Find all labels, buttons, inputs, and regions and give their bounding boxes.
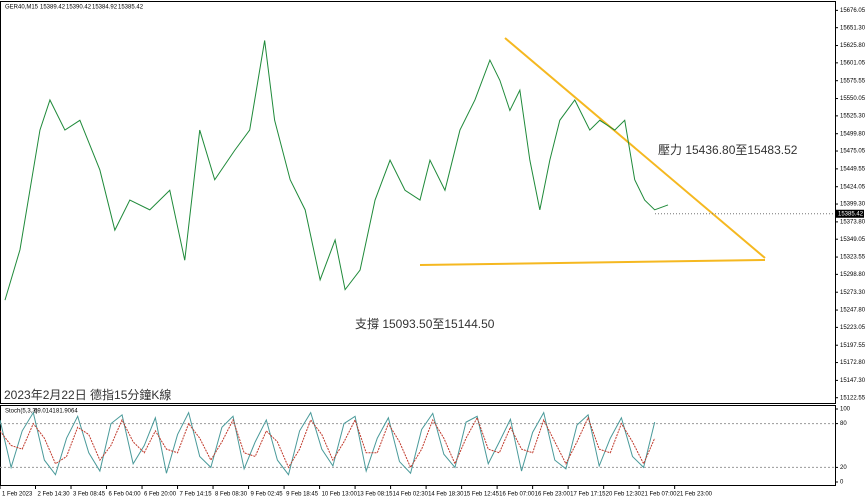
- x-tick-label: 16 Feb 07:00: [499, 492, 535, 498]
- x-tick-label: 3 Feb 08:45: [73, 492, 106, 498]
- ohlc-value: 15385.42: [118, 5, 144, 11]
- y-tick-label: 15323.55: [840, 255, 865, 261]
- ohlc-value: 15389.42: [40, 5, 66, 11]
- y-tick-label: 20: [840, 465, 847, 471]
- x-tick-label: 1 Feb 2023: [2, 492, 33, 498]
- x-tick-label: 20 Feb 12:30: [606, 492, 642, 498]
- indicator: Stoch(5,3,3): [5, 409, 38, 415]
- price-tag: [836, 209, 864, 218]
- y-tick-label: 15525.30: [840, 113, 865, 119]
- y-tick-label: 15399.30: [840, 202, 865, 208]
- stoch-pane: [0, 405, 836, 486]
- x-tick-label: 13 Feb 08:15: [357, 492, 393, 498]
- x-tick-label: 6 Feb 04:00: [109, 492, 142, 498]
- main-pane: [0, 1, 836, 404]
- y-tick-label: 15172.80: [840, 360, 865, 366]
- y-tick-label: 15349.05: [840, 237, 865, 243]
- y-tick-label: 100: [840, 407, 851, 413]
- y-tick-label: 15247.80: [840, 308, 865, 314]
- y-tick-label: 15197.55: [840, 343, 865, 349]
- stoch-reading: 81.9064: [56, 409, 78, 415]
- x-tick-label: 2 Feb 14:30: [38, 492, 71, 498]
- series-line: [0, 416, 656, 469]
- x-tick-label: 9 Feb 18:45: [286, 492, 319, 498]
- x-tick-label: 6 Feb 20:00: [144, 492, 177, 498]
- y-tick-label: 80: [840, 421, 847, 427]
- x-tick-label: 21 Feb 23:00: [677, 492, 713, 498]
- annotation: 壓力 15436.80至15483.52: [658, 143, 798, 157]
- ohlc-value: 15390.42: [66, 5, 92, 11]
- y-tick-label: 15147.30: [840, 378, 865, 384]
- y-tick-label: 15676.05: [840, 8, 865, 14]
- support-line: [419, 259, 766, 266]
- y-tick-label: 15651.30: [840, 25, 865, 31]
- y-tick-label: 15625.80: [840, 43, 865, 49]
- stoch-reading: 69.0141: [34, 409, 56, 415]
- y-tick-label: 15550.05: [840, 96, 865, 102]
- x-tick-label: 21 Feb 07:00: [641, 492, 677, 498]
- y-tick-label: 15601.05: [840, 60, 865, 66]
- x-tick-label: 7 Feb 14:15: [180, 492, 213, 498]
- series-line: [0, 411, 656, 476]
- price-tag-label: 15385.42: [838, 211, 864, 217]
- series-line: [4, 40, 669, 301]
- y-tick-label: 15449.55: [840, 166, 865, 172]
- x-tick-label: 15 Feb 12:45: [464, 492, 500, 498]
- x-tick-label: 14 Feb 18:30: [428, 492, 464, 498]
- y-tick-label: 15273.30: [840, 290, 865, 296]
- annotation: 支撐 15093.50至15144.50: [355, 317, 495, 331]
- resistance-line: [504, 37, 766, 259]
- x-tick-label: 14 Feb 02:30: [393, 492, 429, 498]
- y-tick-label: 15475.05: [840, 149, 865, 155]
- x-tick-label: 9 Feb 02:45: [251, 492, 284, 498]
- y-tick-label: 15424.05: [840, 184, 865, 190]
- symbol: GER40,M15: [5, 5, 39, 11]
- x-tick-label: 8 Feb 08:30: [215, 492, 248, 498]
- y-tick-label: 15223.05: [840, 325, 865, 331]
- y-tick-label: 15575.55: [840, 78, 865, 84]
- y-tick-label: 15373.80: [840, 219, 865, 225]
- x-tick-label: 16 Feb 23:00: [535, 492, 571, 498]
- x-tick-label: 10 Feb 13:00: [322, 492, 358, 498]
- x-tick-label: 17 Feb 17:15: [570, 492, 606, 498]
- ohlc-value: 15384.92: [92, 5, 118, 11]
- y-tick-label: 15499.80: [840, 131, 865, 137]
- chart-title: 2023年2月22日 德指15分鐘K線: [4, 387, 171, 402]
- y-tick-label: 0: [840, 480, 844, 486]
- y-tick-label: 15298.80: [840, 272, 865, 278]
- y-tick-label: 15122.55: [840, 395, 865, 401]
